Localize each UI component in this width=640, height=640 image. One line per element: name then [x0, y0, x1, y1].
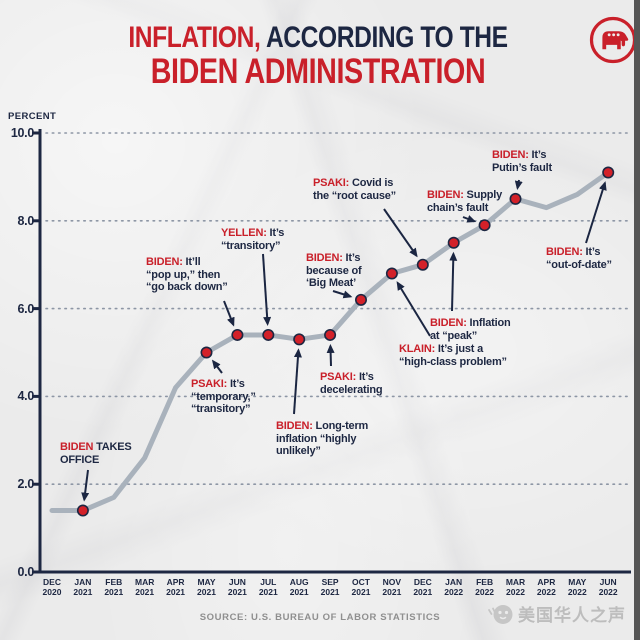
- data-point-marker: [200, 346, 213, 359]
- data-point-marker: [324, 328, 337, 341]
- title-line-1-rest: ACCORDING TO THE: [265, 21, 508, 54]
- annotation-arrow: [462, 215, 477, 223]
- data-point-marker: [354, 293, 367, 306]
- annotation-arrow: [293, 348, 302, 415]
- y-axis-title: PERCENT: [8, 111, 57, 122]
- right-edge-strip: [634, 0, 640, 640]
- source-note: SOURCE: U.S. BUREAU OF LABOR STATISTICS: [199, 612, 441, 623]
- data-point-marker: [509, 192, 522, 205]
- data-point-marker: [478, 219, 491, 232]
- title-line-2: BIDEN ADMINISTRATION: [150, 52, 486, 91]
- title-word-inflation: INFLATION,: [128, 21, 261, 54]
- annotation-arrow: [211, 359, 223, 374]
- annotation-arrow: [514, 179, 523, 191]
- data-point-marker: [447, 236, 460, 249]
- data-point-marker: [76, 504, 89, 517]
- watermark-icon: [488, 604, 513, 624]
- annotation-arrow: [449, 251, 458, 312]
- data-point-marker: [416, 258, 429, 271]
- data-point-marker: [262, 328, 275, 341]
- annotation-arrow: [262, 253, 272, 326]
- title-line-1: INFLATION, ACCORDING TO THE: [57, 22, 579, 54]
- annotation-arrow: [332, 290, 353, 299]
- annotation-arrow: [585, 181, 607, 244]
- data-point-marker: [602, 166, 615, 179]
- watermark: 美国华人之声: [487, 601, 626, 626]
- annotation-arrow: [81, 469, 90, 502]
- data-point-marker: [231, 328, 244, 341]
- annotation-arrow: [396, 281, 431, 337]
- data-point-marker: [385, 267, 398, 280]
- annotation-arrow: [223, 300, 235, 327]
- axes: [38, 129, 631, 574]
- watermark-text: 美国华人之声: [518, 606, 626, 625]
- annotation-arrow: [326, 343, 335, 367]
- data-point-marker: [293, 333, 306, 346]
- annotation-arrow: [383, 208, 418, 258]
- elephant-icon: [602, 31, 629, 50]
- page-title: INFLATION, ACCORDING TO THE BIDEN ADMINI…: [0, 22, 636, 91]
- inflation-line: [49, 170, 611, 514]
